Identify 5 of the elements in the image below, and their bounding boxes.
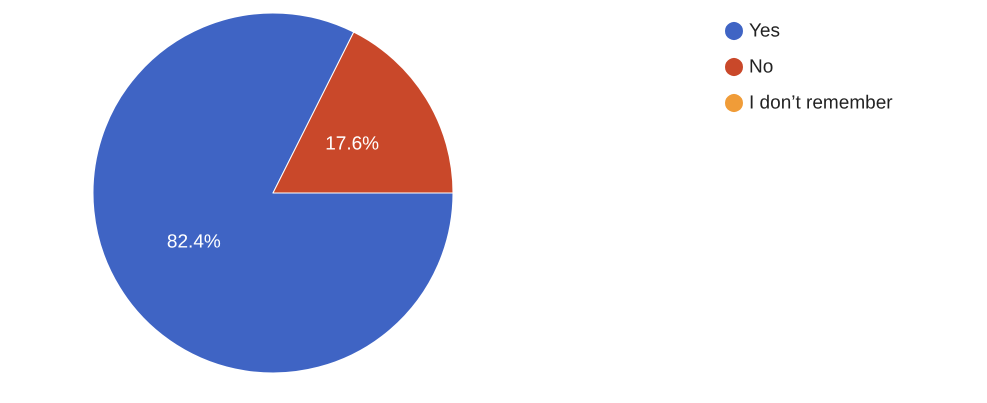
legend-label: No — [749, 56, 774, 78]
data-label: 17.6% — [325, 134, 380, 155]
legend-label: I don’t remember — [749, 92, 894, 114]
legend-label: Yes — [749, 20, 780, 42]
data-label: 82.4% — [166, 231, 221, 252]
